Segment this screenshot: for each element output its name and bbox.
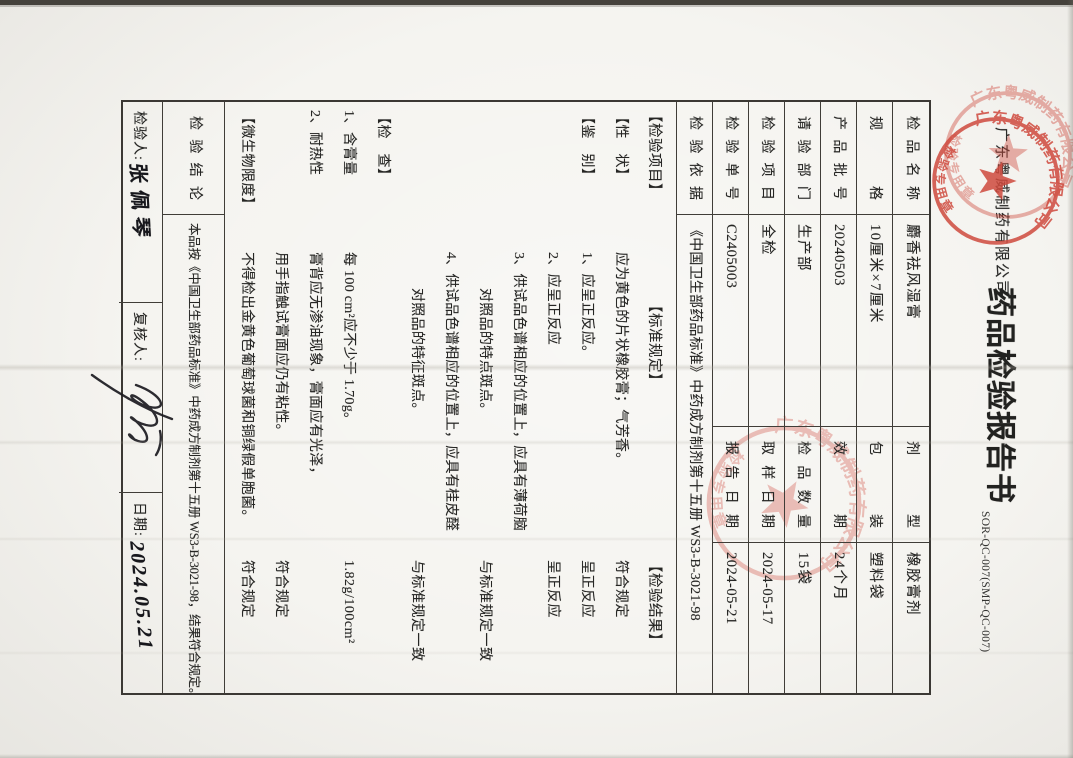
result-standard: 1、应呈正反应。 [579,252,594,360]
result-standard: 不得检出金黄色葡萄球菌和铜绿假单胞菌。 [239,252,254,524]
table-row: 产品批号 20240503 效期 24个月 [821,102,857,697]
basis-value: 《中国卫生部药品标准》中药成方制剂第十五册 WS3-B-3021-98 [677,214,712,697]
info-label: 效期 [821,426,856,542]
date-cell: 日期: 2024.05.21 [119,492,162,697]
result-standard: 3、供试品色谱相应的位置上，应具有薄荷脑 [511,252,526,531]
result-line: 对照品的特征斑点。 与标准规定一致 [399,102,433,693]
info-label: 检验项目 [759,116,774,200]
results-header: 【检验项目】 【标准规定】 【检验结果】 [637,102,671,693]
result-line: 【鉴 别】 1、应呈正反应。 呈正反应 [569,102,603,693]
result-value: 1.82g/100cm² [341,560,356,644]
result-standard: 应为黄色的片状橡胶膏；气芳香。 [613,252,628,467]
result-line: 2、耐热性 膏背应无渗油现象，膏面应有光泽， [297,102,331,693]
result-item: 2、耐热性 [307,110,322,176]
result-item: 【检 查】 [375,110,390,183]
result-line: 用手指触试膏面应仍有粘性。 符合规定 [263,102,297,693]
result-standard: 4、供试品色谱相应的位置上，应具有桂皮醛 [443,252,458,531]
results-row: 【检验项目】 【标准规定】 【检验结果】 【性 状】 应为黄色的片状橡胶膏；气芳… [225,102,677,693]
result-value: 呈正反应 [579,560,594,618]
info-value: 塑料袋 [857,542,892,697]
table-row: 检验单号 C2405003 报告日期 2024-05-21 [713,102,749,697]
results-header-item: 【检验项目】 [646,108,662,198]
result-line: 4、供试品色谱相应的位置上，应具有桂皮醛 [433,102,467,693]
info-label: 产品批号 [831,116,846,200]
info-value: C2405003 [713,214,748,426]
result-line: 对照品的特点斑点。 与标准规定一致 [467,102,501,693]
info-label: 检品数量 [785,426,820,542]
result-item: 【性 状】 [613,110,628,183]
table-row: 检品名称 麝香祛风湿膏 剂型 橡胶膏剂 [893,102,929,697]
info-value: 24个月 [821,542,856,697]
info-value: 2024-05-17 [749,542,784,697]
info-value: 10厘米×7厘米 [857,214,892,426]
result-line: 【性 状】 应为黄色的片状橡胶膏；气芳香。 符合规定 [603,102,637,693]
info-value: 2024-05-21 [713,542,748,697]
report-title: 药品检验报告书 [983,287,1016,504]
date-handwritten: 2024.05.21 [125,539,157,653]
result-standard: 对照品的特点斑点。 [477,288,492,417]
report-table: 检品名称 麝香祛风湿膏 剂型 橡胶膏剂 规格 10厘米×7厘米 包装 塑料袋 产… [90,100,931,700]
table-row: 请验部门 生产部 检品数量 15袋 [785,102,821,697]
results-header-standard: 【标准规定】 [646,298,662,388]
result-standard: 用手指触试膏面应仍有粘性。 [273,252,288,438]
company-name: 广东粤威制药有限公司 [993,127,1009,298]
info-label: 报告日期 [713,426,748,542]
result-value: 呈正反应 [545,560,560,618]
result-standard: 膏背应无渗油现象，膏面应有光泽， [307,252,322,481]
result-line: 2、应呈正反应 呈正反应 [535,102,569,693]
table-row: 检验项目 全检 取样日期 2024-05-17 [749,102,785,697]
result-standard: 2、应呈正反应 [545,252,560,346]
reviewer-label: 复核人: [131,312,147,362]
result-value: 与标准规定一致 [409,560,424,662]
inspector-cell: 检验人: 张佩琴 [119,102,162,302]
result-line: 【微生物限度】 不得检出金黄色葡萄球菌和铜绿假单胞菌。 符合规定 [229,102,263,693]
result-value: 与标准规定一致 [477,560,492,662]
info-label: 检验单号 [723,116,738,200]
info-label: 包装 [857,426,892,542]
signature-row: 检验人: 张佩琴 复核人: 日期: 2024.05.21 [90,102,174,697]
result-item: 【微生物限度】 [239,110,254,212]
info-value: 麝香祛风湿膏 [893,214,929,426]
info-value: 生产部 [785,214,820,426]
result-item: 【鉴 别】 [579,110,594,183]
inspector-signature: 张佩琴 [125,162,153,245]
info-value: 15袋 [785,542,820,697]
result-value: 符合规定 [273,560,288,618]
inspector-label: 检验人: [131,111,147,161]
info-label: 取样日期 [749,426,784,542]
info-label: 请验部门 [795,116,810,200]
result-value: 符合规定 [613,560,628,618]
result-line: 【检 查】 [365,102,399,693]
document-code: SOR-QC-007(SMP-QC-007) [979,511,991,653]
reviewer-cell: 复核人: [90,302,174,492]
table-row: 规格 10厘米×7厘米 包装 塑料袋 [857,102,893,697]
result-item: 1、含膏量 [341,110,356,176]
result-standard: 每 100 cm²应不少于 1.70g。 [341,252,356,427]
basis-label: 检验依据 [687,116,702,200]
info-label: 剂型 [893,426,929,542]
info-value: 橡胶膏剂 [893,542,929,697]
results-header-result: 【检验结果】 [646,558,662,648]
result-line: 3、供试品色谱相应的位置上，应具有薄荷脑 [501,102,535,693]
info-label: 规格 [867,116,882,200]
info-value: 20240503 [821,214,856,426]
reviewer-signature [90,373,174,457]
info-label: 检品名称 [904,116,919,200]
info-value: 全检 [749,214,784,426]
result-standard: 对照品的特征斑点。 [409,288,424,417]
results-section: 【检验项目】 【标准规定】 【检验结果】 【性 状】 应为黄色的片状橡胶膏；气芳… [225,102,676,693]
conclusion-label: 检验结论 [187,116,202,200]
result-value: 符合规定 [239,560,254,618]
result-line: 1、含膏量 每 100 cm²应不少于 1.70g。 1.82g/100cm² [331,102,365,693]
date-label: 日期: [131,502,147,537]
basis-row: 检验依据 《中国卫生部药品标准》中药成方制剂第十五册 WS3-B-3021-98 [677,102,713,697]
